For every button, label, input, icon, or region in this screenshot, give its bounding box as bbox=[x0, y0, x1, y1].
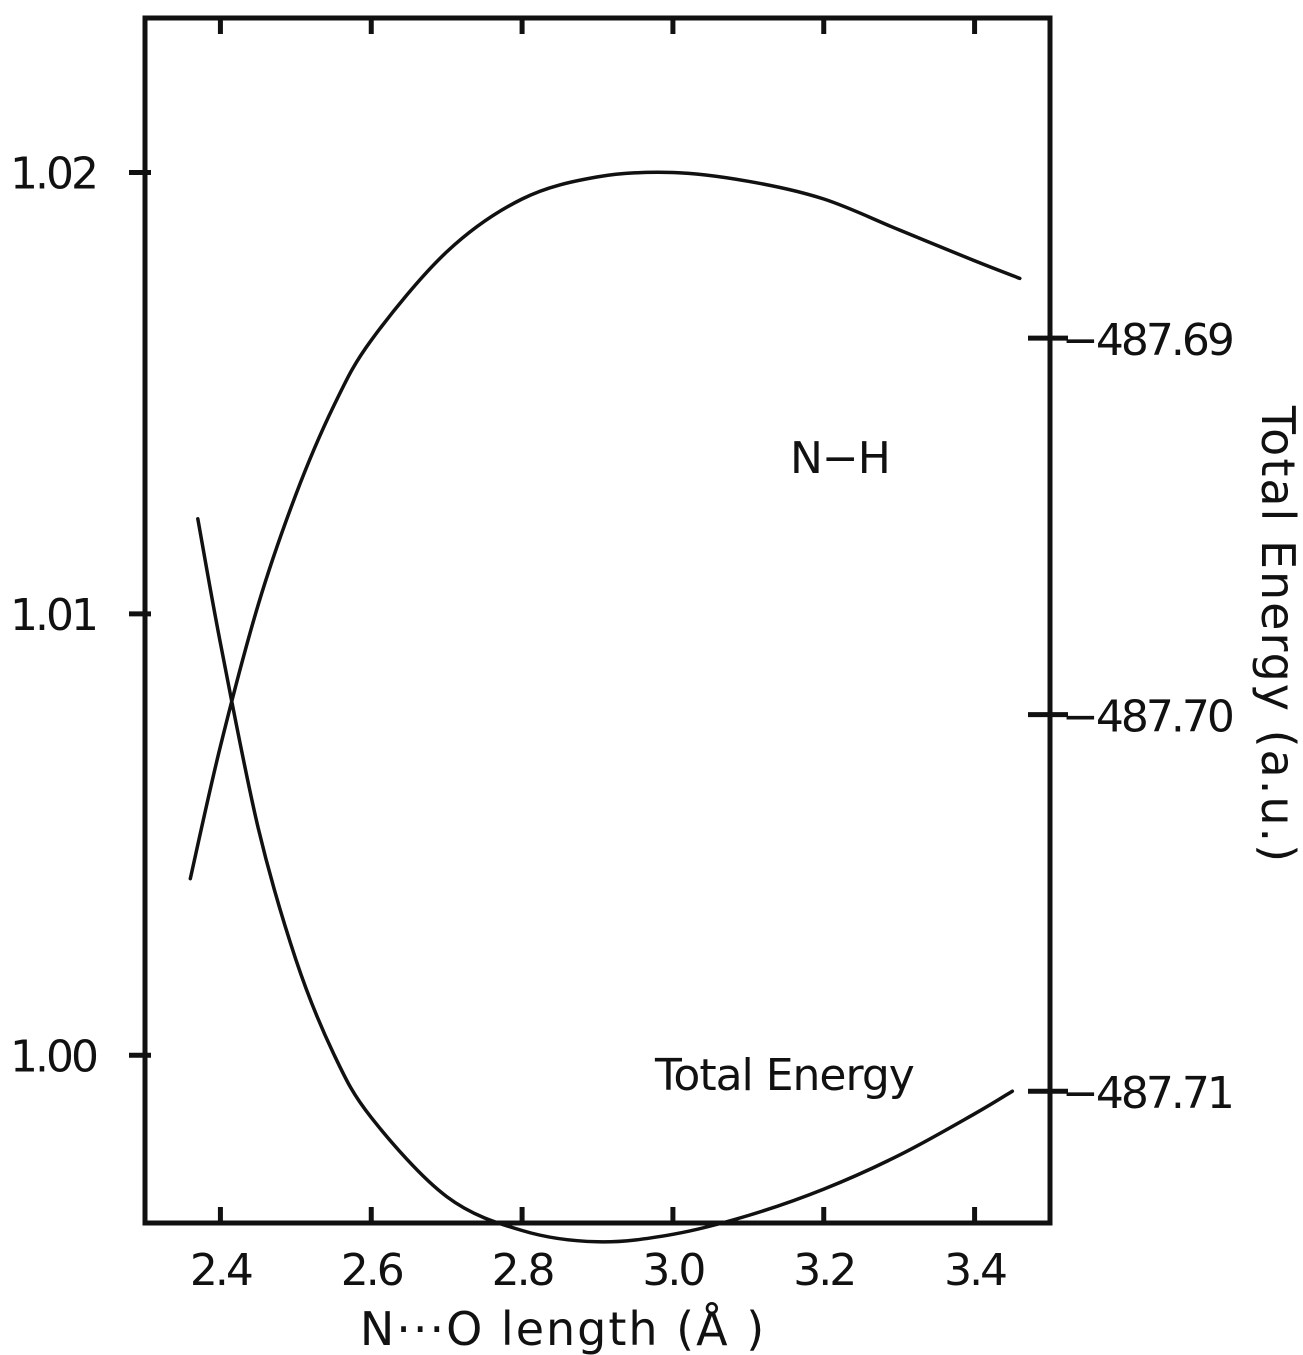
y-left-tick-label: 1.02 bbox=[10, 148, 96, 199]
x-axis-title: N···O length (Å ) bbox=[360, 1302, 766, 1355]
y-right-tick-label: −487.71 bbox=[1062, 1068, 1232, 1119]
y-right-tick-label: −487.70 bbox=[1062, 692, 1233, 743]
y-left-tick-label: 1.01 bbox=[10, 590, 96, 641]
right-y-axis-ticks: −487.71 −487.70 −487.69 bbox=[1028, 315, 1236, 1119]
x-tick-label: 3.4 bbox=[944, 1245, 1006, 1296]
series-label-nh: N−H bbox=[790, 433, 890, 484]
series-group bbox=[188, 170, 1022, 1244]
x-tick-label: 2.4 bbox=[190, 1245, 252, 1296]
right-y-axis-title: Total Energy (a.u.) bbox=[1251, 405, 1303, 864]
series-label-total-energy: Total Energy bbox=[654, 1050, 914, 1101]
y-left-tick-label: 1.00 bbox=[10, 1031, 97, 1082]
x-axis-ticks: 2.4 2.6 2.8 3.0 3.2 3.4 bbox=[190, 18, 1009, 1296]
x-tick-label: 3.0 bbox=[642, 1245, 704, 1296]
plot-frame bbox=[142, 15, 1053, 1226]
series-line-nh bbox=[188, 170, 1022, 881]
x-tick-label: 2.8 bbox=[492, 1245, 553, 1296]
left-y-axis-ticks: 1.00 1.01 1.02 bbox=[10, 148, 151, 1082]
x-tick-label: 2.6 bbox=[341, 1245, 403, 1296]
y-right-tick-label: −487.69 bbox=[1062, 315, 1232, 366]
series-line-total-energy bbox=[196, 517, 1015, 1244]
x-tick-label: 3.2 bbox=[793, 1245, 854, 1296]
